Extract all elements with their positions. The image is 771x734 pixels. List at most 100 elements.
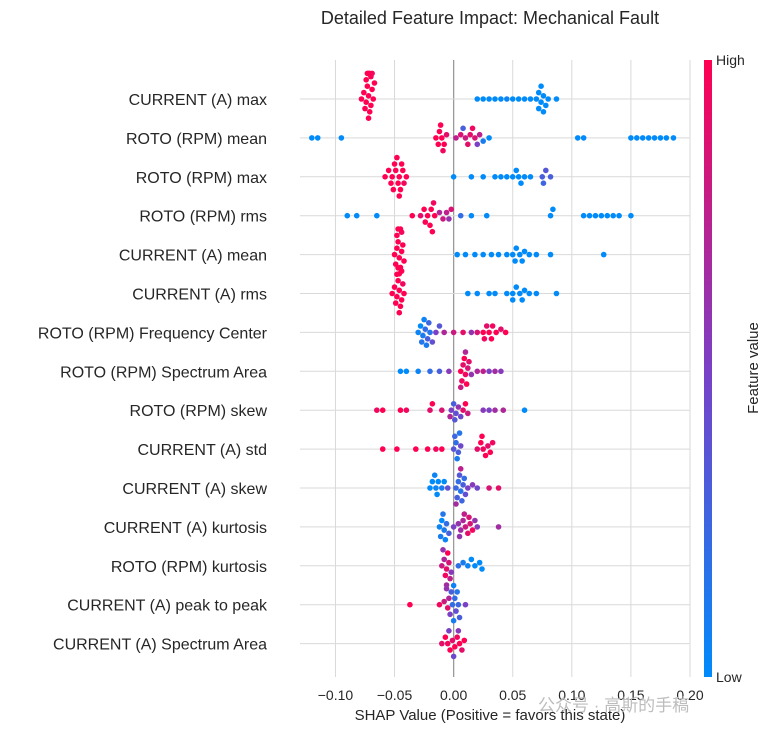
shap-point <box>391 251 398 258</box>
shap-point <box>439 407 445 414</box>
watermark-text: 公众号 · 高斯的手稿 <box>538 696 689 715</box>
shap-point <box>418 339 425 345</box>
shap-point <box>486 290 492 297</box>
shap-point <box>651 135 658 141</box>
shap-point <box>628 212 634 219</box>
shap-point <box>543 167 549 174</box>
shap-point <box>515 96 522 102</box>
shap-point <box>396 309 403 316</box>
x-tick-label: 0.10 <box>558 687 585 703</box>
shap-point <box>492 368 498 375</box>
shap-point <box>504 290 510 297</box>
feature-label: CURRENT (A) mean <box>119 248 267 265</box>
shap-point <box>417 212 424 219</box>
shap-point <box>468 174 475 180</box>
shap-point <box>449 637 456 644</box>
shap-point <box>474 368 481 375</box>
shap-point <box>485 443 491 449</box>
shap-point <box>498 368 504 375</box>
x-tick-labels: −0.10 −0.05 0.00 0.05 0.10 0.15 0.20 <box>318 687 704 703</box>
shap-point <box>370 96 377 102</box>
shap-point <box>539 174 546 180</box>
shap-point <box>437 122 444 128</box>
shap-point <box>495 251 502 258</box>
shap-point <box>457 466 464 472</box>
shap-point <box>513 284 520 290</box>
shap-point <box>460 329 466 336</box>
shap-point <box>453 410 459 417</box>
shap-point <box>363 99 369 105</box>
shap-point <box>391 284 398 290</box>
shap-point <box>361 89 367 96</box>
shap-point <box>504 96 510 102</box>
shap-point <box>447 611 453 618</box>
shap-point <box>392 167 399 174</box>
x-tick-label: −0.10 <box>318 687 354 703</box>
shap-point <box>440 216 446 222</box>
shap-point <box>435 141 442 148</box>
shap-point <box>610 212 616 219</box>
shap-point <box>403 368 410 375</box>
shap-point <box>472 563 478 569</box>
shap-point <box>407 601 413 608</box>
shap-point <box>517 290 523 297</box>
chart-title: Detailed Feature Impact: Mechanical Faul… <box>321 8 659 28</box>
x-tick-label: 0.00 <box>440 687 467 703</box>
shap-point <box>394 245 400 251</box>
shap-point <box>450 401 457 407</box>
shap-point <box>443 209 450 216</box>
shap-point <box>462 601 469 608</box>
shap-point <box>396 287 403 294</box>
shap-point <box>457 368 464 375</box>
shap-point <box>391 161 398 167</box>
shap-point <box>519 297 525 303</box>
shap-point <box>389 174 395 180</box>
shap-point <box>480 174 486 180</box>
shap-point <box>498 174 504 180</box>
shap-point <box>394 271 400 278</box>
shap-point <box>397 226 404 232</box>
shap-point <box>509 297 516 303</box>
shap-point <box>448 206 455 213</box>
shap-point <box>502 329 509 336</box>
colorbar-title: Feature value <box>745 322 762 414</box>
shap-point <box>455 520 462 527</box>
shap-point <box>598 212 605 219</box>
shap-point <box>424 336 431 342</box>
feature-label: CURRENT (A) peak to peak <box>67 598 268 615</box>
shap-point <box>417 323 424 329</box>
shap-point <box>446 530 452 537</box>
shap-point <box>465 141 471 148</box>
shap-point <box>436 601 443 608</box>
shap-point <box>455 404 462 410</box>
shap-point <box>434 491 440 498</box>
feature-label: ROTO (RPM) kurtosis <box>111 559 267 576</box>
shap-point <box>550 206 556 213</box>
shap-point <box>365 115 372 121</box>
feature-label: ROTO (RPM) Frequency Center <box>38 325 268 342</box>
shap-point <box>450 524 457 530</box>
shap-point <box>488 251 495 258</box>
shap-point <box>429 228 436 235</box>
shap-point <box>467 520 473 527</box>
shap-point <box>457 384 464 391</box>
shap-point <box>397 186 404 193</box>
shap-point <box>521 96 528 102</box>
shap-point <box>443 585 450 592</box>
shap-point <box>447 575 453 582</box>
shap-point <box>452 595 458 602</box>
shap-point <box>388 180 394 186</box>
shap-point <box>453 135 459 141</box>
feature-labels: CURRENT (A) max ROTO (RPM) mean ROTO (RPM)… <box>38 92 268 654</box>
shap-point <box>442 536 449 543</box>
shap-point <box>429 339 436 345</box>
shap-point <box>427 222 433 229</box>
shap-point <box>527 174 534 180</box>
feature-label: CURRENT (A) std <box>138 442 268 459</box>
feature-label: CURRENT (A) Spectrum Area <box>53 637 267 654</box>
shap-point <box>459 378 465 384</box>
shap-point <box>521 174 528 180</box>
shap-point <box>371 80 378 86</box>
shap-point <box>455 449 462 456</box>
